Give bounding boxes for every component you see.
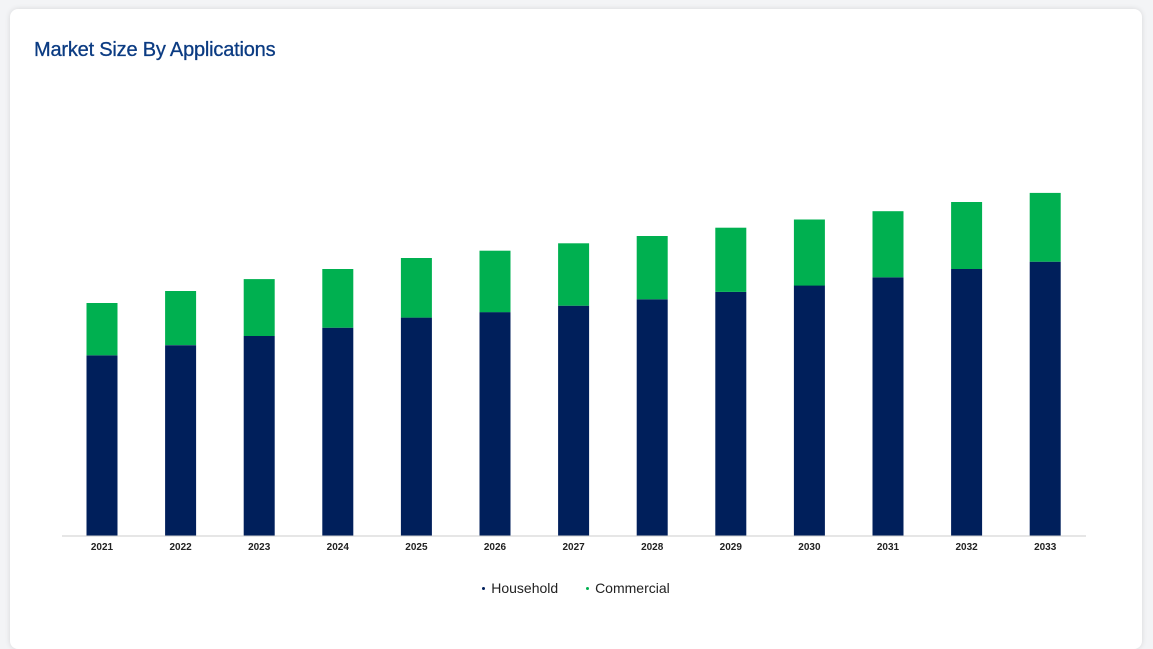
bar-household-2028[interactable]	[636, 299, 668, 536]
legend-item-commercial[interactable]: Commercial	[586, 580, 670, 596]
bar-commercial-2031[interactable]	[872, 211, 904, 278]
x-tick-label-2028: 2028	[641, 542, 664, 553]
bar-household-2021[interactable]	[86, 355, 118, 536]
bar-household-2025[interactable]	[400, 317, 432, 536]
bar-household-2024[interactable]	[322, 327, 354, 536]
bar-commercial-2032[interactable]	[951, 202, 983, 269]
bars-layer	[86, 192, 1061, 537]
bar-commercial-2023[interactable]	[243, 279, 275, 336]
x-tick-label-2029: 2029	[720, 542, 743, 553]
bar-household-2031[interactable]	[872, 277, 904, 536]
x-tick-label-2021: 2021	[91, 542, 114, 553]
legend-label-household: Household	[491, 580, 559, 597]
bar-household-2030[interactable]	[793, 285, 825, 537]
x-tick-label-2031: 2031	[877, 542, 900, 553]
bar-commercial-2021[interactable]	[86, 303, 118, 356]
legend-swatch-household	[482, 587, 486, 591]
bar-commercial-2025[interactable]	[400, 258, 432, 318]
legend-swatch-commercial	[586, 587, 590, 591]
x-tick-labels: 2021 2022 2023 2024 2025 2026 2027 2028 2029 2030…	[91, 542, 1057, 553]
chart-card: Market Size By Applications 2021 2022 2023…	[10, 9, 1142, 649]
bar-commercial-2024[interactable]	[322, 269, 354, 328]
bar-commercial-2033[interactable]	[1029, 192, 1061, 262]
bar-commercial-2028[interactable]	[636, 236, 668, 300]
x-tick-label-2023: 2023	[248, 542, 271, 553]
x-tick-label-2033: 2033	[1034, 542, 1057, 553]
bar-household-2029[interactable]	[715, 291, 747, 536]
bar-household-2032[interactable]	[951, 269, 983, 536]
bar-commercial-2022[interactable]	[165, 291, 197, 346]
x-tick-label-2030: 2030	[798, 542, 821, 553]
bar-commercial-2030[interactable]	[793, 219, 825, 286]
bar-commercial-2026[interactable]	[479, 250, 511, 313]
bar-commercial-2027[interactable]	[558, 243, 590, 306]
x-tick-label-2026: 2026	[484, 542, 507, 553]
x-tick-label-2024: 2024	[327, 542, 350, 553]
bar-household-2023[interactable]	[243, 336, 275, 536]
legend: Household Commercial	[10, 579, 1142, 596]
bar-chart: 2021 2022 2023 2024 2025 2026 2027 2028 2029 2030…	[62, 192, 1086, 553]
bar-household-2027[interactable]	[558, 305, 590, 536]
bar-household-2026[interactable]	[479, 312, 511, 536]
x-tick-label-2022: 2022	[169, 542, 192, 553]
legend-label-commercial: Commercial	[595, 580, 670, 597]
bar-household-2033[interactable]	[1029, 261, 1061, 536]
x-tick-label-2032: 2032	[955, 542, 978, 553]
x-tick-label-2025: 2025	[405, 542, 428, 553]
bar-commercial-2029[interactable]	[715, 227, 747, 292]
x-tick-label-2027: 2027	[562, 542, 585, 553]
legend-item-household[interactable]: Household	[482, 580, 558, 596]
bar-household-2022[interactable]	[165, 345, 197, 536]
chart-title: Market Size By Applications	[34, 39, 276, 61]
